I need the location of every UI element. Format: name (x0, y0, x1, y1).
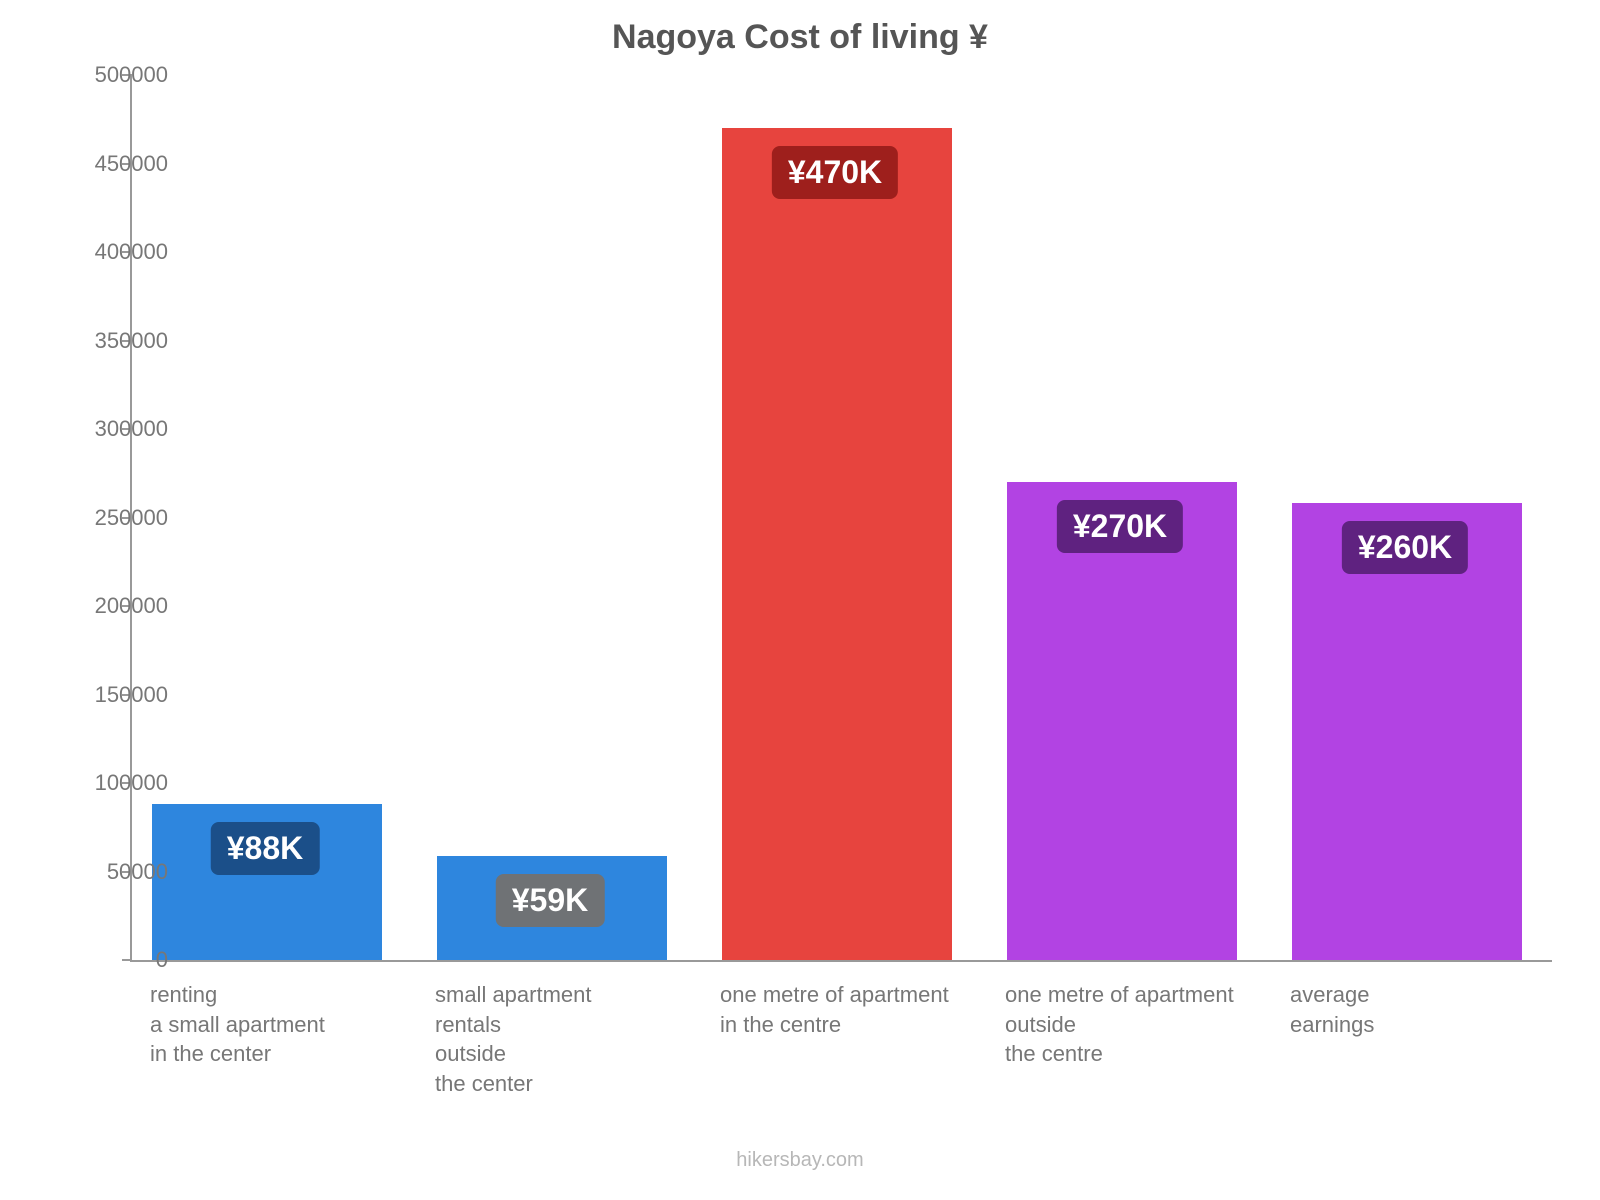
y-tick-label: 200000 (95, 593, 168, 619)
y-tick-label: 150000 (95, 682, 168, 708)
bar (1007, 482, 1237, 960)
chart-container: Nagoya Cost of living ¥ hikersbay.com 0 5… (0, 0, 1600, 1200)
value-badge: ¥59K (496, 874, 605, 927)
value-badge: ¥270K (1057, 500, 1183, 553)
chart-title: Nagoya Cost of living ¥ (0, 18, 1600, 57)
x-category-label: renting a small apartment in the center (150, 980, 325, 1069)
plot-area (130, 75, 1552, 962)
y-tick-label: 0 (156, 947, 168, 973)
y-tick-label: 500000 (95, 62, 168, 88)
y-tick-label: 400000 (95, 239, 168, 265)
x-category-label: one metre of apartment outside the centr… (1005, 980, 1234, 1069)
y-tick-label: 100000 (95, 770, 168, 796)
x-category-label: small apartment rentals outside the cent… (435, 980, 592, 1099)
value-badge: ¥470K (772, 146, 898, 199)
y-tick-label: 450000 (95, 151, 168, 177)
y-tick (122, 959, 132, 961)
y-tick-label: 350000 (95, 328, 168, 354)
y-tick-label: 50000 (107, 859, 168, 885)
attribution-text: hikersbay.com (0, 1149, 1600, 1172)
y-tick-label: 300000 (95, 416, 168, 442)
x-category-label: one metre of apartment in the centre (720, 980, 949, 1039)
y-tick-label: 250000 (95, 505, 168, 531)
value-badge: ¥260K (1342, 521, 1468, 574)
value-badge: ¥88K (211, 822, 320, 875)
x-category-label: average earnings (1290, 980, 1374, 1039)
bar (722, 128, 952, 960)
